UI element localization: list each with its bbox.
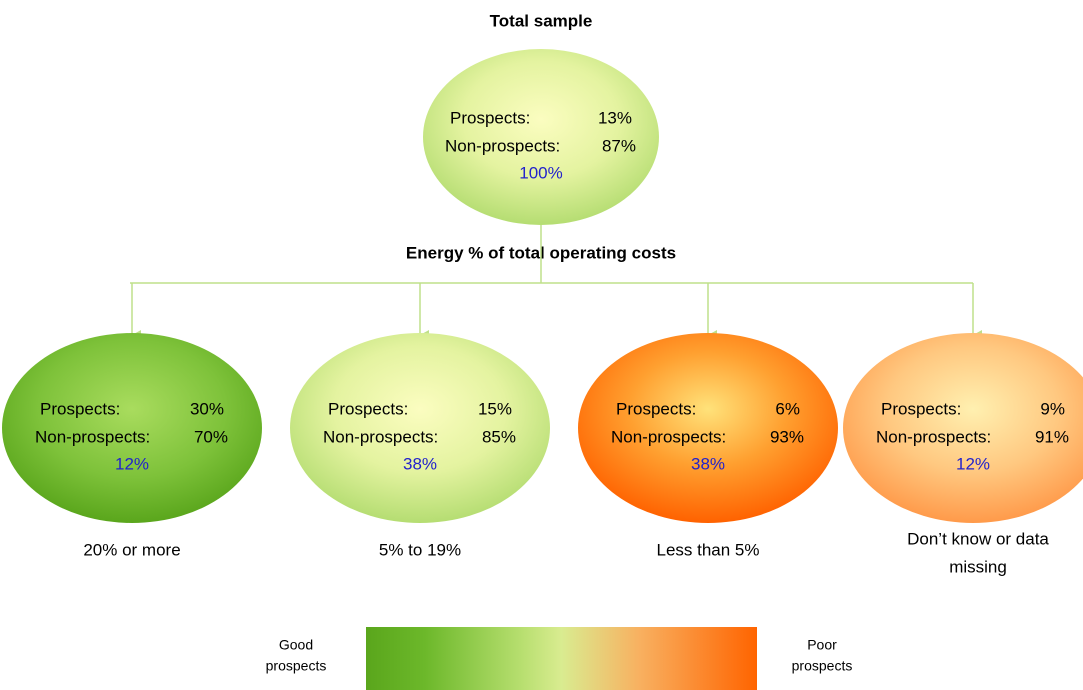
- node-label: Don’t know or data: [907, 529, 1049, 548]
- node-label: 20% or more: [83, 540, 180, 559]
- prospects-label: Prospects:: [881, 399, 961, 418]
- share-value: 38%: [403, 454, 437, 473]
- prospects-label: Prospects:: [40, 399, 120, 418]
- connectors: [130, 225, 982, 340]
- non-prospects-label: Non-prospects:: [323, 427, 438, 446]
- legend-good: prospects: [266, 658, 327, 674]
- node-ellipse: [843, 333, 1083, 523]
- prospects-value: 9%: [1040, 399, 1065, 418]
- prospects-value: 13%: [598, 108, 632, 127]
- node-ellipse: [423, 49, 659, 225]
- non-prospects-value: 85%: [482, 427, 516, 446]
- node-label: Less than 5%: [656, 540, 759, 559]
- node-ellipse: [578, 333, 838, 523]
- non-prospects-label: Non-prospects:: [35, 427, 150, 446]
- nodes: Prospects: 13% Non-prospects: 87% 100% Prospe…: [2, 49, 1083, 674]
- non-prospects-value: 87%: [602, 136, 636, 155]
- prospects-label: Prospects:: [328, 399, 408, 418]
- non-prospects-value: 93%: [770, 427, 804, 446]
- node-ellipse: [290, 333, 550, 523]
- non-prospects-label: Non-prospects:: [445, 136, 560, 155]
- node-ellipse: [2, 333, 262, 523]
- title: Total sample: [490, 11, 593, 30]
- prospects-value: 15%: [478, 399, 512, 418]
- share-value: 12%: [956, 454, 990, 473]
- non-prospects-label: Non-prospects:: [876, 427, 991, 446]
- node-label: missing: [949, 557, 1007, 576]
- legend-gradient: [366, 627, 757, 690]
- prospects-value: 30%: [190, 399, 224, 418]
- legend-poor: Poor: [807, 637, 837, 653]
- prospects-label: Prospects:: [450, 108, 530, 127]
- legend-good: Good: [279, 637, 313, 653]
- node-label: 5% to 19%: [379, 540, 461, 559]
- non-prospects-label: Non-prospects:: [611, 427, 726, 446]
- share-value: 38%: [691, 454, 725, 473]
- prospects-value: 6%: [775, 399, 800, 418]
- share-value: 100%: [519, 163, 562, 182]
- non-prospects-value: 70%: [194, 427, 228, 446]
- legend-poor: prospects: [792, 658, 853, 674]
- prospects-label: Prospects:: [616, 399, 696, 418]
- share-value: 12%: [115, 454, 149, 473]
- non-prospects-value: 91%: [1035, 427, 1069, 446]
